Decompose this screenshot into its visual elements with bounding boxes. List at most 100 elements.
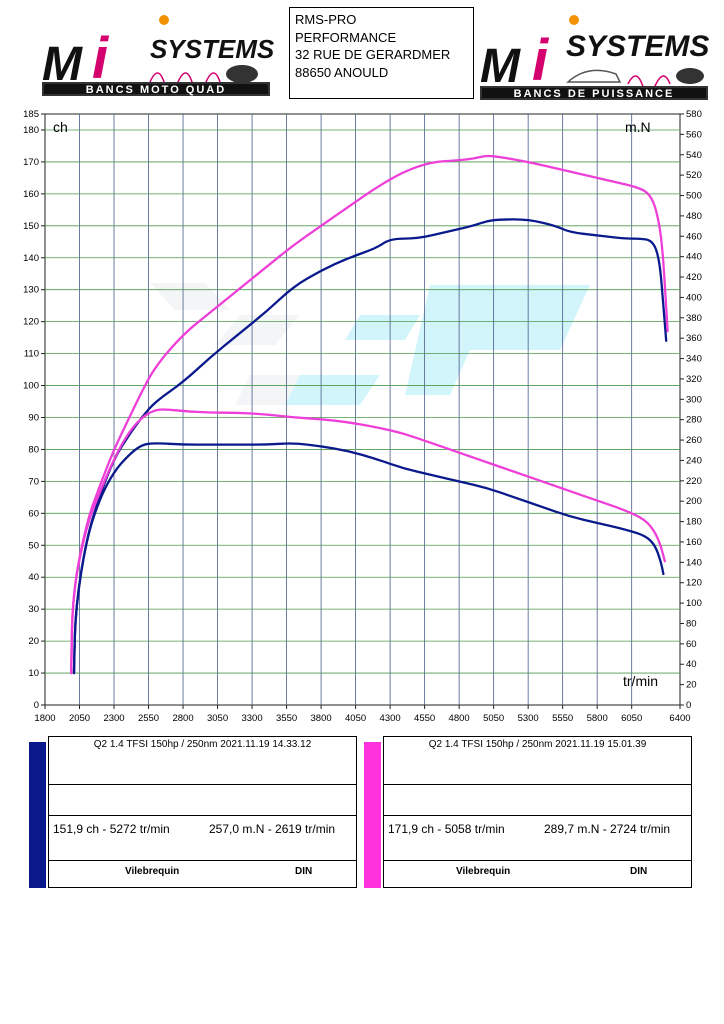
x-tick-label: 5300: [518, 713, 539, 724]
x-tick-label: 4300: [380, 713, 401, 724]
max-power-value: 171,9 ch - 5058 tr/min: [388, 822, 505, 836]
y-left-tick-label: 130: [23, 285, 39, 296]
y-right-tick-label: 360: [686, 333, 702, 344]
y-right-tick-label: 80: [686, 618, 697, 629]
y-right-tick-label: 420: [686, 272, 702, 283]
logo-right-brand: SYSTEMS: [566, 30, 710, 63]
x-tick-label: 4550: [414, 713, 435, 724]
address-box: RMS-PRO PERFORMANCE 32 RUE DE GERARDMER …: [289, 7, 474, 99]
y-right-tick-label: 400: [686, 292, 702, 303]
y-right-tick-label: 460: [686, 231, 702, 242]
x-tick-label: 2050: [69, 713, 90, 724]
norm-label: DIN: [630, 866, 648, 877]
y-left-tick-label: 150: [23, 221, 39, 232]
x-tick-label: 6400: [669, 713, 690, 724]
y-right-tick-label: 160: [686, 537, 702, 548]
logo-right: M i SYSTEMS BANCS DE PUISSANCE: [478, 12, 710, 100]
run-header: Q2 1.4 TFSI 150hp / 250nm 2021.11.19 14.…: [93, 739, 312, 750]
measurement-type: Vilebrequin: [456, 866, 511, 877]
x-tick-label: 3800: [311, 713, 332, 724]
y-right-tick-label: 540: [686, 150, 702, 161]
y-left-tick-label: 0: [34, 700, 39, 711]
y-left-tick-label: 70: [28, 476, 39, 487]
y-left-tick-label: 20: [28, 636, 39, 647]
y-right-tick-label: 60: [686, 639, 697, 650]
y-right-tick-label: 340: [686, 354, 702, 365]
max-torque-value: 289,7 m.N - 2724 tr/min: [544, 822, 671, 836]
measurement-type: Vilebrequin: [125, 866, 180, 877]
y-right-tick-label: 200: [686, 496, 702, 507]
logo-right-graphic: M i: [480, 15, 704, 93]
y-right-tick-label: 220: [686, 476, 702, 487]
legend-box: Q2 1.4 TFSI 150hp / 250nm 2021.11.19 15.…: [383, 736, 692, 888]
row-divider: [49, 815, 356, 816]
plot-frame: [44, 113, 681, 706]
x-tick-label: 4050: [345, 713, 366, 724]
x-tick-label: 2800: [172, 713, 193, 724]
row-divider: [384, 784, 691, 785]
x-unit-label: tr/min: [623, 673, 658, 689]
y-left-tick-label: 80: [28, 444, 39, 455]
right-unit-label: m.N: [625, 119, 651, 135]
x-tick-label: 3050: [207, 713, 228, 724]
row-divider: [384, 815, 691, 816]
y-right-tick-label: 20: [686, 680, 697, 691]
chart-grid: [44, 113, 681, 706]
y-left-tick-label: 180: [23, 125, 39, 136]
y-left-tick-label: 90: [28, 412, 39, 423]
y-right-tick-label: 140: [686, 557, 702, 568]
y-right-tick-label: 480: [686, 211, 702, 222]
address-line: 32 RUE DE GERARDMER: [295, 47, 451, 62]
dyno-chart: 0102030405060708090100110120130140150160…: [23, 109, 702, 724]
y-left-tick-label: 30: [28, 604, 39, 615]
y-left-tick-label: 120: [23, 317, 39, 328]
y-left-tick-label: 10: [28, 668, 39, 679]
y-right-tick-label: 240: [686, 455, 702, 466]
x-tick-label: 6050: [621, 713, 642, 724]
y-right-tick-label: 120: [686, 578, 702, 589]
address-line: RMS-PRO: [295, 12, 357, 27]
y-axis-left: 0 10 20 30 40 50 60 70 80 90 100 110 120 130 140 150 160…: [23, 109, 45, 711]
run-header: Q2 1.4 TFSI 150hp / 250nm 2021.11.19 15.…: [428, 739, 647, 750]
x-tick-label: 4800: [449, 713, 470, 724]
address-line: PERFORMANCE: [295, 29, 397, 45]
series-line-3: [72, 442, 665, 675]
svg-text:M: M: [480, 40, 521, 93]
y-right-tick-label: 0: [686, 700, 691, 711]
y-right-tick-label: 260: [686, 435, 702, 446]
row-divider: [49, 784, 356, 785]
y-axis-right: 0 20 40 60 80 100 120 140 160 180 200 220 240 260 280 3…: [680, 109, 702, 711]
y-left-tick-label: 170: [23, 157, 39, 168]
y-right-tick-label: 300: [686, 394, 702, 405]
x-tick-label: 2300: [103, 713, 124, 724]
y-right-tick-label: 500: [686, 191, 702, 202]
y-right-tick-label: 280: [686, 415, 702, 426]
svg-text:i: i: [92, 26, 110, 91]
series-color-swatch: [364, 742, 381, 888]
row-divider: [49, 860, 356, 861]
address-line: 88650 ANOULD: [295, 64, 389, 80]
y-right-tick-label: 100: [686, 598, 702, 609]
logo-left-brand: SYSTEMS: [150, 34, 275, 64]
y-left-tick-label: 100: [23, 381, 39, 392]
x-tick-label: 5550: [552, 713, 573, 724]
y-right-tick-label: 180: [686, 517, 702, 528]
x-tick-label: 2550: [138, 713, 159, 724]
series-color-swatch: [29, 742, 46, 888]
x-tick-label: 3300: [241, 713, 262, 724]
y-left-tick-label: 160: [23, 189, 39, 200]
x-tick-label: 5800: [587, 713, 608, 724]
series-line-2: [70, 154, 669, 675]
row-divider: [384, 860, 691, 861]
y-left-tick-label: 50: [28, 540, 39, 551]
y-left-tick-label: 40: [28, 572, 39, 583]
watermark: [150, 283, 590, 405]
x-axis: 1800 2050 2300 2550 2800 3050 3300 3550 3800 4050…: [34, 705, 691, 724]
logo-left: M i SYSTEMS BANCS MOTO QUAD: [40, 12, 275, 96]
legend-box: Q2 1.4 TFSI 150hp / 250nm 2021.11.19 14.…: [48, 736, 357, 888]
y-right-tick-label: 440: [686, 252, 702, 263]
y-left-tick-label: 140: [23, 253, 39, 264]
logo-right-tagline: BANCS DE PUISSANCE: [480, 86, 708, 100]
svg-text:i: i: [532, 28, 550, 93]
y-left-tick-label: 110: [24, 349, 39, 360]
